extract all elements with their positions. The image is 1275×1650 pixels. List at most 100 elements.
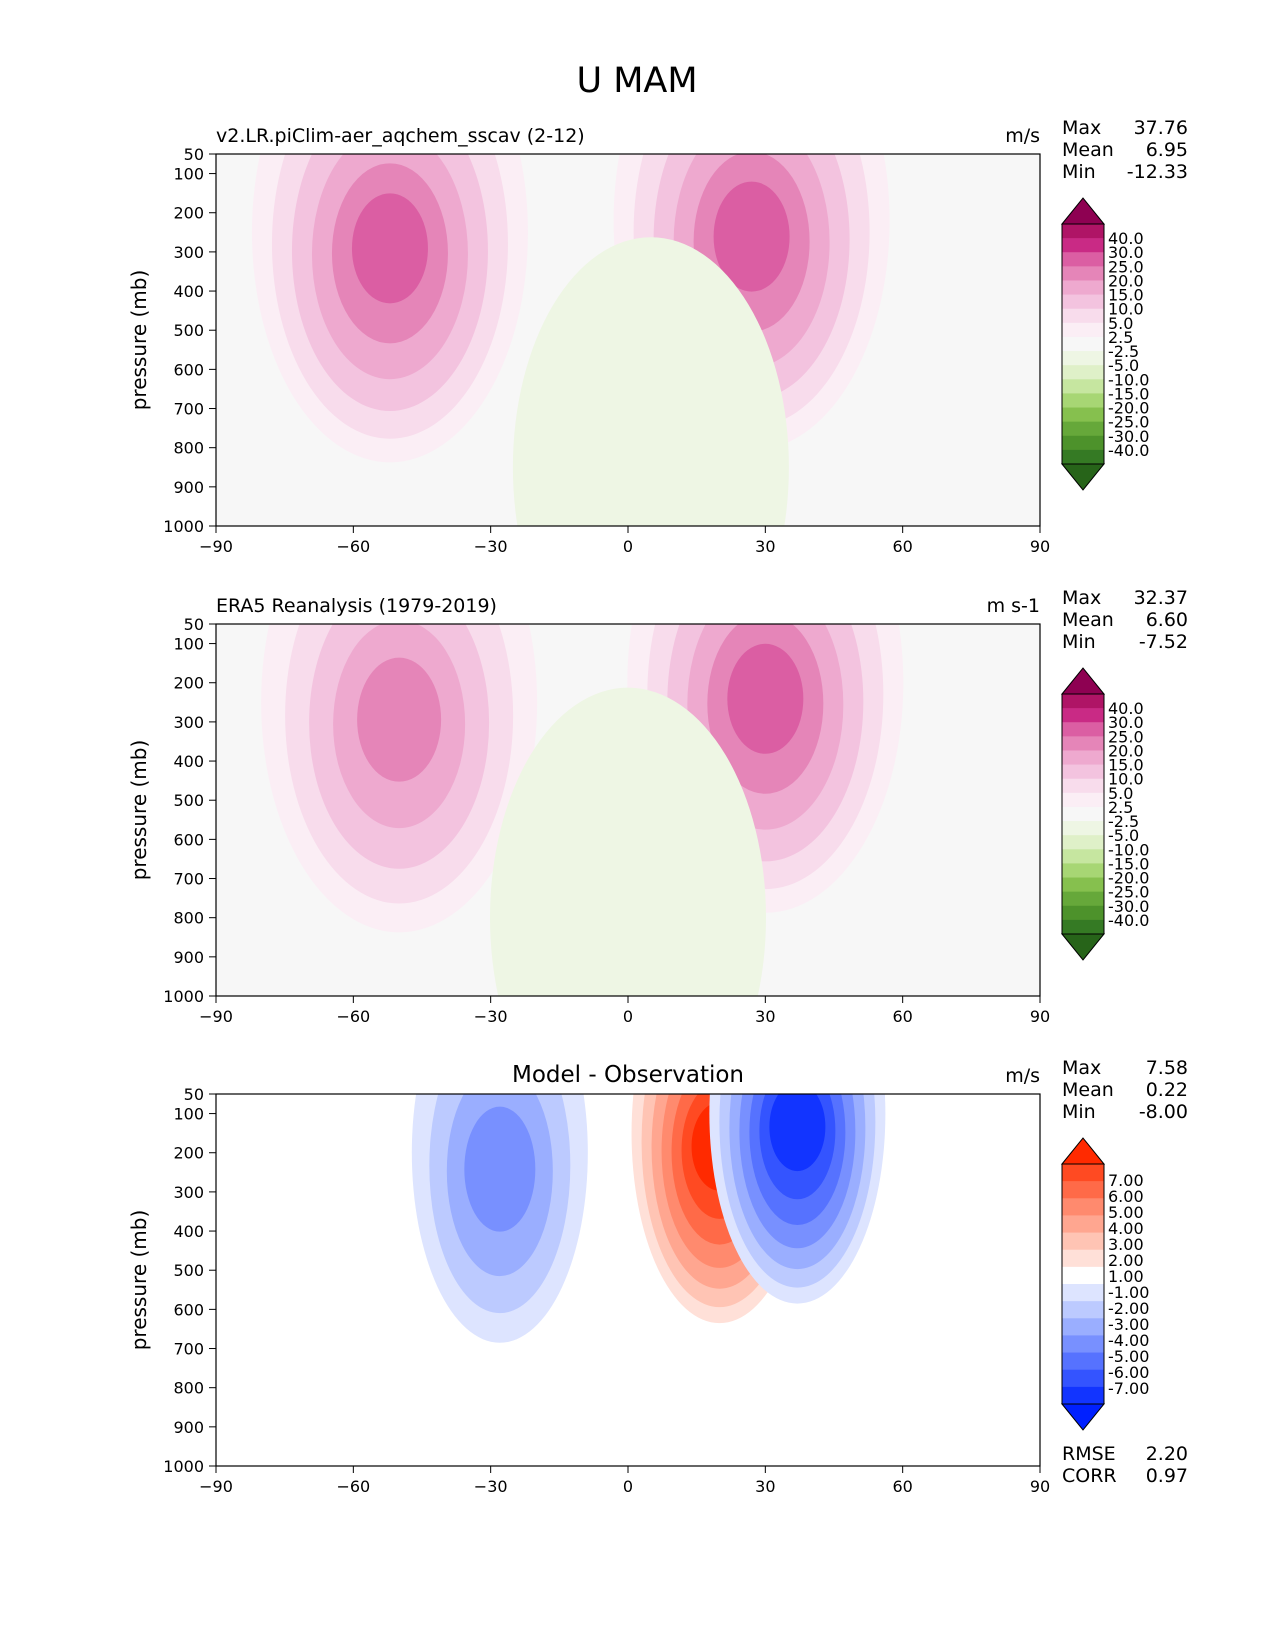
colorbar-frame [1061,1163,1105,1405]
colorbar-label: -25.0 [1108,413,1149,432]
stat-value: 32.37 [1134,587,1188,609]
colorbar-label: 5.00 [1108,1203,1144,1222]
colorbar-frame [1061,693,1105,935]
stats-block: Max 37.76 Mean 6.95 Min -12.33 [1062,117,1188,183]
contour-field [251,154,890,526]
colorbar-segment [1062,1369,1104,1388]
y-tick-label: 50 [184,615,204,634]
x-tick-label: 30 [755,1477,775,1496]
stat-label: Min [1062,631,1096,653]
colorbar-label: 30.0 [1108,243,1144,262]
y-tick-label: 100 [173,165,204,184]
stat-label: Max [1062,1057,1101,1079]
colorbar-segment [1062,905,1104,921]
stat-label: Min [1062,1101,1096,1123]
colorbar-extend-bottom [1060,933,1106,961]
panel-title: ERA5 Reanalysis (1979-2019) [216,595,497,617]
colorbar-segment [1062,821,1104,836]
colorbar-segment [1062,891,1104,907]
contour-level [727,643,804,754]
colorbar-segment [1062,849,1104,864]
colorbar-segment [1062,449,1104,465]
colorbar-label: -25.0 [1108,883,1149,902]
stat-value: 7.58 [1146,1057,1188,1079]
colorbar-segment [1062,238,1104,253]
colorbar-segment [1062,294,1104,310]
colorbar-segment [1062,435,1104,451]
contour-field [261,624,904,996]
y-tick-label: 50 [184,1085,204,1104]
panel-3: Model - Observation m/s501002003004005006… [127,1057,1188,1496]
y-tick-label: 700 [173,870,204,889]
colorbar-label: -3.00 [1108,1315,1149,1334]
y-tick-label: 600 [173,1300,204,1319]
colorbar-label: -20.0 [1108,399,1149,418]
colorbar-label: 1.00 [1108,1267,1144,1286]
y-tick-label: 1000 [163,987,204,1006]
contour-level [464,1106,536,1232]
colorbar-segment [1062,694,1104,709]
colorbar-segment [1062,322,1104,338]
x-tick-label: −60 [336,1007,370,1026]
colorbar-label: -30.0 [1108,427,1149,446]
x-tick-label: −30 [474,537,508,556]
colorbar-segment [1062,1284,1104,1302]
y-tick-label: 400 [173,1222,204,1241]
colorbar-segment [1062,351,1104,366]
jet-core-1 [251,154,528,463]
colorbar-label: 25.0 [1108,727,1144,746]
colorbar-label: -5.00 [1108,1347,1149,1366]
jet-core-3 [411,1094,588,1343]
y-tick-label: 400 [173,282,204,301]
colorbar-label: -5.0 [1108,826,1139,845]
stat-label: RMSE [1062,1443,1116,1465]
y-tick-label: 200 [173,1144,204,1163]
stat-value: -12.33 [1127,161,1188,183]
colorbar-label: 5.0 [1108,784,1133,803]
colorbar-segment [1062,750,1104,766]
colorbar-label: 20.0 [1108,741,1144,760]
stat-label: Min [1062,161,1096,183]
colorbar-label: 5.0 [1108,314,1133,333]
colorbar: 40.030.025.020.015.010.05.02.5-2.5-5.0-1… [1060,667,1149,961]
colorbar-segment [1062,919,1104,935]
x-tick-label: 90 [1030,1007,1050,1026]
colorbar-label: -1.00 [1108,1283,1149,1302]
colorbar-label: 2.5 [1108,328,1133,347]
contour-level [490,687,766,996]
stat-value: 6.95 [1146,139,1188,161]
y-axis-label: pressure (mb) [127,740,151,881]
colorbar-segment [1062,708,1104,723]
stat-value: -7.52 [1139,631,1188,653]
stat-value: 0.97 [1146,1465,1188,1487]
x-tick-label: 30 [755,1007,775,1026]
units-label: m s-1 [987,595,1040,617]
colorbar-frame [1061,223,1105,465]
x-tick-label: 30 [755,537,775,556]
stat-label: Mean [1062,1079,1114,1101]
colorbar-label: 40.0 [1108,229,1144,248]
y-tick-label: 1000 [163,1457,204,1476]
y-tick-label: 100 [173,1105,204,1124]
colorbar-label: -15.0 [1108,384,1149,403]
colorbar-label: -2.5 [1108,812,1139,831]
y-tick-label: 600 [173,360,204,379]
jet-core-1 [261,624,538,933]
x-tick-label: −90 [199,1477,233,1496]
colorbar-segment [1062,778,1104,794]
contour-level [769,1094,826,1172]
stat-value: 6.60 [1146,609,1188,631]
stat-label: CORR [1062,1465,1117,1487]
colorbar-segment [1062,722,1104,737]
colorbar-segment [1062,1164,1104,1182]
colorbar-segment [1062,1318,1104,1336]
x-tick-label: −60 [336,1477,370,1496]
colorbar-segment [1062,1301,1104,1319]
colorbar-segment [1062,1181,1104,1199]
x-axis: −90 −60 −30 0 30 60 90 [199,1466,1050,1496]
y-tick-label: 1000 [163,517,204,536]
jet-core-3 [490,687,766,996]
